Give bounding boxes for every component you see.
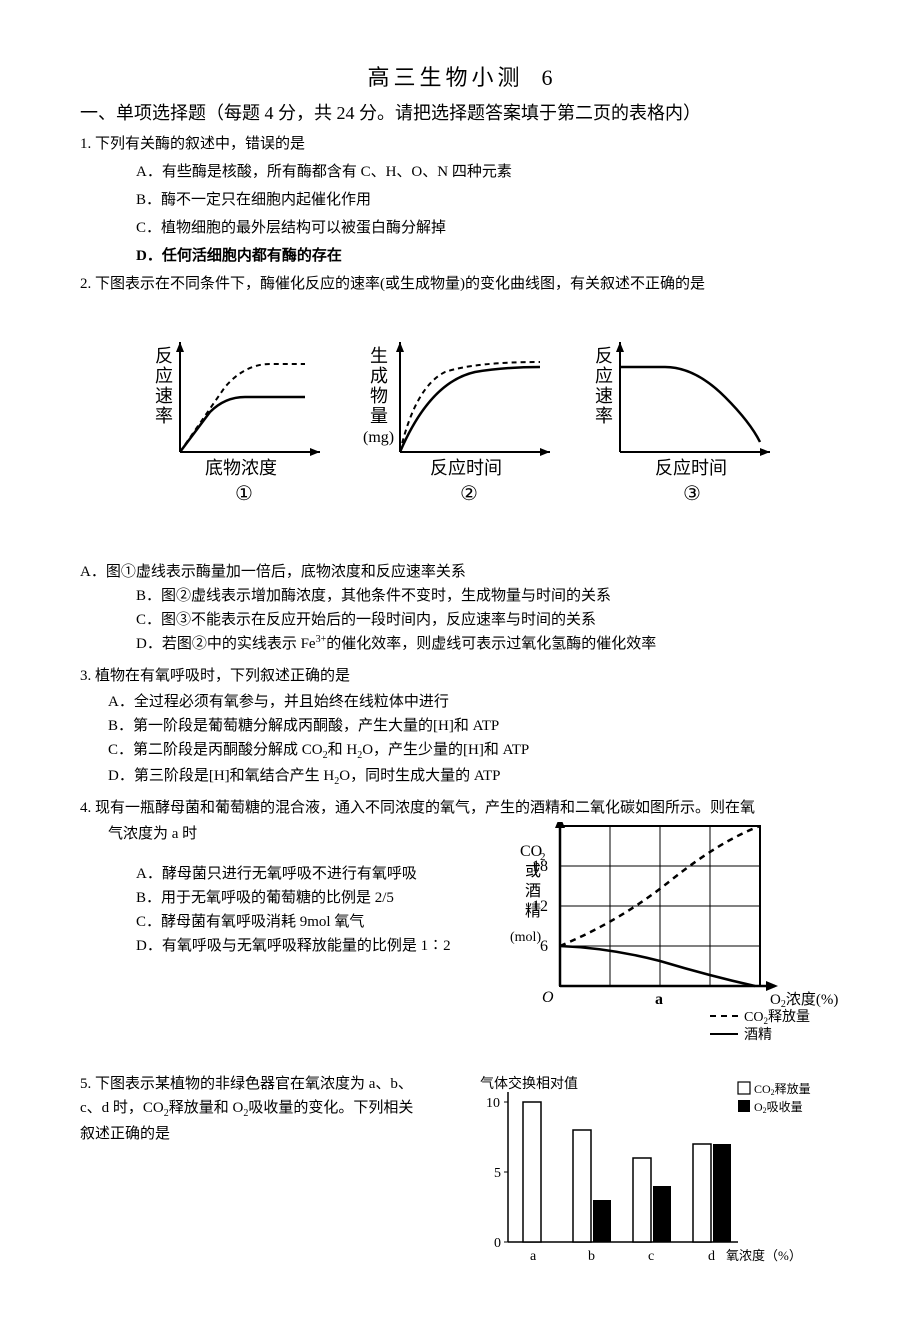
q1-stem: 1. 下列有关酶的叙述中，错误的是 bbox=[80, 132, 840, 156]
q4-legend-co2: CO2释放量 bbox=[744, 1009, 810, 1026]
q2c2-yl3: 物 bbox=[370, 386, 388, 406]
q2-opt-b: B．图②虚线表示增加酶浓度，其他条件不变时，生成物量与时间的关系 bbox=[136, 584, 840, 608]
q5-text: 5. 下图表示某植物的非绿色器官在氧浓度为 a、b、 c、d 时，CO2释放量和… bbox=[80, 1072, 480, 1146]
section-heading: 一、单项选择题（每题 4 分，共 24 分。请把选择题答案填于第二页的表格内） bbox=[80, 99, 840, 128]
q2c1-xlabel: 底物浓度 bbox=[205, 458, 277, 478]
q2c3-xlabel: 反应时间 bbox=[655, 458, 727, 478]
q2-stem: 2. 下图表示在不同条件下，酶催化反应的速率(或生成物量)的变化曲线图，有关叙述… bbox=[80, 272, 840, 296]
q4-chart: CO 2 或 酒 精 (mol) 6 bbox=[500, 822, 840, 1054]
q2-opt-c: C．图③不能表示在反应开始后的一段时间内，反应速率与时间的关系 bbox=[136, 608, 840, 632]
q5-body: 气体交换相对值 0 5 10 a b bbox=[80, 1072, 840, 1280]
q2-options-rest: B．图②虚线表示增加酶浓度，其他条件不变时，生成物量与时间的关系 C．图③不能表… bbox=[136, 584, 840, 656]
svg-text:d: d bbox=[708, 1249, 715, 1264]
q2c1-yl4: 率 bbox=[155, 406, 173, 426]
svg-text:5: 5 bbox=[494, 1166, 501, 1181]
svg-text:0: 0 bbox=[494, 1236, 501, 1251]
q5-xlabel: 氧浓度（%） bbox=[726, 1248, 802, 1263]
q2c3-tag: ③ bbox=[683, 483, 701, 505]
q2c3-yl4: 率 bbox=[595, 406, 613, 426]
q2c2-yunit: (mg) bbox=[363, 429, 394, 446]
q5-stem2: c、d 时，CO2释放量和 O2吸收量的变化。下列相关 bbox=[80, 1096, 480, 1122]
page-title: 高三生物小测 6 bbox=[80, 60, 840, 95]
q2c3-yl1: 反 bbox=[595, 346, 613, 366]
q2c1-tag: ① bbox=[235, 483, 253, 505]
q5-ylabel: 气体交换相对值 bbox=[480, 1075, 578, 1092]
q5-stem3: 叙述正确的是 bbox=[80, 1122, 480, 1146]
q5-chart: 气体交换相对值 0 5 10 a b bbox=[480, 1072, 840, 1280]
q4-legend-alcohol: 酒精 bbox=[744, 1027, 772, 1043]
svg-text:10: 10 bbox=[486, 1096, 500, 1111]
title-number: 6 bbox=[542, 65, 553, 90]
svg-text:12: 12 bbox=[532, 898, 548, 915]
q4-xa: a bbox=[655, 991, 663, 1008]
svg-text:a: a bbox=[530, 1249, 537, 1264]
q2c3-yl3: 速 bbox=[595, 386, 613, 406]
q2-diagrams: 反 应 速 率 底物浓度 ① 生 成 物 量 (mg) bbox=[80, 332, 840, 530]
q1-opt-b: B．酶不一定只在细胞内起催化作用 bbox=[136, 188, 840, 212]
q2c2-yl4: 量 bbox=[370, 406, 388, 426]
svg-text:c: c bbox=[648, 1249, 654, 1264]
q4-xlabel: O2浓度(%) bbox=[770, 991, 838, 1010]
svg-text:6: 6 bbox=[540, 938, 548, 955]
q1-options: A．有些酶是核酸，所有酶都含有 C、H、O、N 四种元素 B．酶不一定只在细胞内… bbox=[136, 160, 840, 268]
q2c1-yl3: 速 bbox=[155, 386, 173, 406]
q3-opt-b: B．第一阶段是葡萄糖分解成丙酮酸，产生大量的[H]和 ATP bbox=[108, 714, 840, 738]
q2c2-tag: ② bbox=[460, 483, 478, 505]
q4-stem: 4. 现有一瓶酵母菌和葡萄糖的混合液，通入不同浓度的氧气，产生的酒精和二氧化碳如… bbox=[80, 796, 840, 820]
q2-opt-a: A．图①虚线表示酶量加一倍后，底物浓度和反应速率关系 bbox=[80, 560, 840, 584]
q4-body: CO 2 或 酒 精 (mol) 6 bbox=[80, 822, 840, 1054]
q1-opt-c: C．植物细胞的最外层结构可以被蛋白酶分解掉 bbox=[136, 216, 840, 240]
q3-opt-d: D．第三阶段是[H]和氧结合产生 H2O，同时生成大量的 ATP bbox=[108, 764, 840, 790]
q1-opt-d: D．任何活细胞内都有酶的存在 bbox=[136, 244, 840, 268]
q3-opt-c: C．第二阶段是丙酮酸分解成 CO2和 H2O，产生少量的[H]和 ATP bbox=[108, 738, 840, 764]
q3-opt-a: A．全过程必须有氧参与，并且始终在线粒体中进行 bbox=[108, 690, 840, 714]
q2c1-yl1: 反 bbox=[155, 346, 173, 366]
q4-yunit: (mol) bbox=[510, 930, 541, 945]
title-text: 高三生物小测 bbox=[367, 65, 523, 90]
q2c3-yl2: 应 bbox=[595, 366, 613, 386]
q4-origin: O bbox=[542, 989, 554, 1006]
q5-legend-o2: O2吸收量 bbox=[754, 1100, 803, 1115]
q2c2-yl1: 生 bbox=[370, 346, 388, 366]
svg-text:18: 18 bbox=[532, 858, 548, 875]
svg-text:b: b bbox=[588, 1249, 595, 1264]
q5-legend-co2: CO2释放量 bbox=[754, 1081, 811, 1097]
q3-stem: 3. 植物在有氧呼吸时，下列叙述正确的是 bbox=[80, 664, 840, 688]
q1-opt-a: A．有些酶是核酸，所有酶都含有 C、H、O、N 四种元素 bbox=[136, 160, 840, 184]
q3-options: A．全过程必须有氧参与，并且始终在线粒体中进行 B．第一阶段是葡萄糖分解成丙酮酸… bbox=[108, 690, 840, 790]
q5-stem1: 5. 下图表示某植物的非绿色器官在氧浓度为 a、b、 bbox=[80, 1072, 480, 1096]
q2c2-yl2: 成 bbox=[370, 366, 388, 386]
q2-opt-d: D．若图②中的实线表示 Fe3+的催化效率，则虚线可表示过氧化氢酶的催化效率 bbox=[136, 632, 840, 656]
q2c1-yl2: 应 bbox=[155, 366, 173, 386]
q2c2-xlabel: 反应时间 bbox=[430, 458, 502, 478]
